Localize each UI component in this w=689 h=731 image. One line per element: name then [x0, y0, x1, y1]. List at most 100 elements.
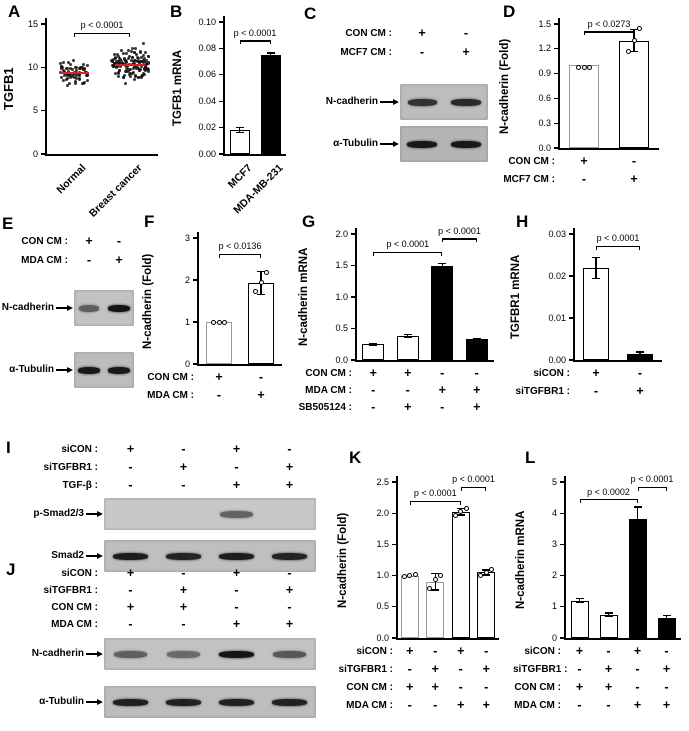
blot-header-sign: +	[126, 566, 135, 580]
scatter-dot	[116, 70, 120, 74]
scatter-dot	[115, 64, 119, 68]
error-bar-cap	[257, 293, 265, 295]
blot-header-sign: -	[128, 478, 133, 492]
scatter-dot	[131, 66, 135, 70]
p-value-label: p < 0.0001	[233, 27, 277, 38]
sig-bracket-tick	[74, 32, 76, 37]
x-matrix-sign: +	[630, 172, 638, 186]
scatter-dot	[144, 50, 148, 54]
bar	[570, 600, 589, 638]
bar	[569, 65, 599, 148]
bar	[477, 572, 496, 638]
error-bar	[441, 263, 443, 268]
scatter-dot	[145, 62, 149, 66]
error-bar-cap	[431, 589, 440, 591]
x-matrix-sign: -	[433, 644, 438, 658]
y-tick	[219, 127, 224, 129]
y-tick	[560, 512, 565, 514]
y-tick-label: 1	[551, 601, 557, 612]
scatter-dot	[113, 56, 117, 60]
scatter-dot	[142, 53, 146, 57]
scatter-dot	[81, 81, 85, 85]
blot-header-name: siTGFBR1 :	[43, 462, 98, 473]
bar	[583, 267, 609, 360]
error-bar-cap	[257, 271, 265, 273]
x-matrix-sign: -	[631, 154, 637, 168]
scatter-dot	[77, 66, 81, 70]
p-value-label: p < 0.0001	[80, 20, 124, 31]
arrow-right-icon	[56, 369, 68, 371]
y-tick-label: 5	[32, 105, 38, 116]
x-matrix-sign: +	[633, 698, 642, 712]
x-matrix-sign: -	[581, 172, 587, 186]
y-tick	[351, 264, 356, 267]
bar	[260, 55, 281, 154]
arrow-head-icon	[393, 98, 399, 105]
y-tick-label: 0.04	[198, 95, 216, 106]
panel-letter-L: L	[525, 448, 536, 467]
y-tick	[193, 363, 198, 365]
y-tick	[41, 153, 46, 155]
scatter-dot	[112, 61, 116, 65]
arrow-head-icon	[393, 140, 399, 147]
blot-header-sign: -	[128, 617, 133, 631]
scatter-plot-tgfb1: TGFB1 0 5 10 15 p < 0.0001 Normal Breast cancer	[0, 0, 170, 220]
x-matrix-row-name: MDA CM :	[305, 385, 352, 396]
y-tick-label: 0.0	[538, 142, 551, 153]
error-bar-cap	[630, 29, 638, 31]
p-value-label: p < 0.0001	[438, 225, 481, 236]
arrow-right-icon	[86, 513, 98, 515]
p-value-label: p < 0.0001	[630, 474, 674, 485]
x-matrix-sign: +	[473, 383, 481, 397]
x-matrix-row-name: CON CM :	[305, 368, 352, 379]
replicate-dot	[483, 569, 489, 575]
y-tick	[219, 47, 224, 49]
bar-chart-ncadherin-mrna-sirna: N-cadherin mRNA 0 1 2 3 4 5 p < 0.0002 p < 0.000…	[513, 438, 689, 731]
blot-row-label: p-Smad2/3	[33, 507, 84, 519]
scatter-dot	[72, 70, 76, 74]
protein-band	[77, 366, 101, 374]
replicate-dot	[264, 269, 269, 275]
bar	[400, 575, 419, 638]
scatter-dot	[119, 58, 123, 62]
error-bar	[636, 506, 639, 532]
y-tick	[351, 327, 356, 330]
x-matrix-sign: +	[662, 698, 671, 712]
scatter-dot	[143, 57, 147, 61]
y-tick-label: 1.0	[376, 570, 389, 581]
sig-bracket-tick	[636, 499, 638, 504]
scatter-dot	[59, 62, 63, 66]
p-value-label: p < 0.0001	[413, 488, 457, 499]
p-value-label: p < 0.0002	[587, 486, 630, 497]
x-matrix-sign: +	[580, 154, 588, 168]
bar	[248, 282, 274, 364]
x-matrix-row-name: CON CM :	[346, 682, 393, 693]
blot-header-sign: -	[128, 583, 133, 597]
panel-L: L N-cadherin mRNA 0 1 2 3 4 5 p < 0.0002 p < 0.0…	[513, 438, 689, 731]
x-matrix-sign: +	[604, 680, 613, 694]
scatter-dot	[135, 67, 139, 71]
x-matrix-sign: -	[458, 680, 463, 694]
blot-header-sign: -	[287, 566, 292, 580]
x-matrix-sign: -	[577, 662, 582, 676]
y-tick-label: 1.5	[335, 260, 348, 270]
x-matrix-sign: +	[457, 698, 465, 712]
sig-bracket-tick	[639, 245, 641, 250]
scatter-dot	[129, 68, 133, 72]
error-bar-cap	[369, 342, 378, 344]
y-tick-label: 0.08	[198, 42, 216, 53]
scatter-dot	[118, 68, 122, 72]
x-matrix-sign: +	[404, 400, 412, 414]
x-axis	[223, 154, 286, 156]
mean-line	[115, 63, 145, 66]
y-tick-label: 0.10	[198, 16, 216, 27]
scatter-dot	[139, 60, 143, 64]
scatter-dot	[111, 58, 115, 62]
replicate-dot	[222, 319, 227, 325]
scatter-dot	[137, 66, 141, 70]
scatter-dot	[141, 71, 145, 75]
sig-bracket-line	[579, 499, 638, 501]
panel-D: D N-cadherin (Fold) 0.0 0.3 0.6 0.9 1.2 1.5 p <…	[497, 0, 689, 212]
protein-band	[451, 140, 481, 148]
scatter-dot	[117, 72, 121, 76]
